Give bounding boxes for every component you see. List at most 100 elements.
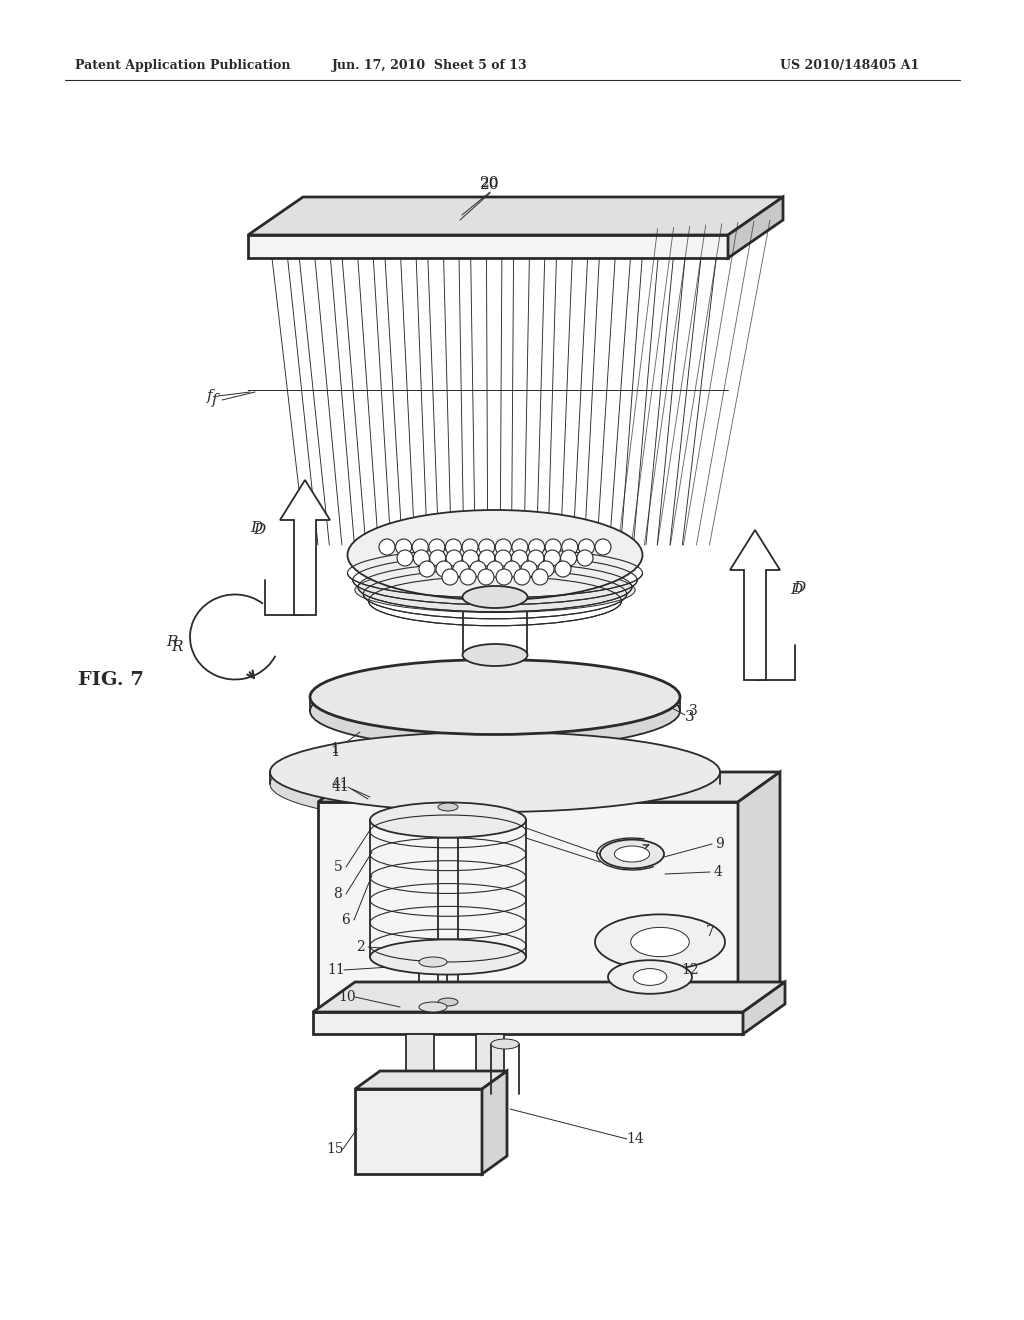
- Text: f: f: [208, 389, 213, 403]
- Ellipse shape: [270, 733, 720, 812]
- Text: 12: 12: [681, 964, 698, 977]
- Text: 10: 10: [338, 990, 355, 1005]
- Ellipse shape: [370, 803, 526, 838]
- Circle shape: [442, 569, 458, 585]
- Circle shape: [538, 561, 554, 577]
- Text: 20: 20: [480, 176, 500, 190]
- Circle shape: [504, 561, 520, 577]
- Polygon shape: [406, 1034, 434, 1089]
- Ellipse shape: [347, 510, 642, 601]
- Text: 7: 7: [706, 925, 715, 939]
- Circle shape: [478, 539, 495, 554]
- Ellipse shape: [490, 1039, 519, 1049]
- Ellipse shape: [608, 960, 692, 994]
- Ellipse shape: [310, 673, 680, 748]
- Polygon shape: [743, 982, 785, 1034]
- Text: 5: 5: [334, 861, 342, 874]
- Text: 1: 1: [330, 744, 340, 759]
- Polygon shape: [482, 1071, 507, 1173]
- Circle shape: [521, 561, 537, 577]
- FancyArrow shape: [730, 531, 780, 680]
- Text: 15: 15: [327, 1142, 344, 1156]
- Ellipse shape: [419, 1002, 447, 1012]
- Circle shape: [460, 569, 476, 585]
- Circle shape: [514, 569, 530, 585]
- Circle shape: [512, 550, 527, 566]
- Ellipse shape: [463, 586, 527, 609]
- Circle shape: [413, 539, 428, 554]
- Circle shape: [463, 550, 478, 566]
- Text: 4: 4: [714, 865, 723, 879]
- Text: 3: 3: [688, 704, 697, 718]
- Circle shape: [429, 539, 444, 554]
- Polygon shape: [313, 1012, 743, 1034]
- Circle shape: [496, 569, 512, 585]
- Ellipse shape: [633, 969, 667, 986]
- Circle shape: [579, 539, 594, 554]
- Circle shape: [512, 539, 528, 554]
- Ellipse shape: [438, 998, 458, 1006]
- Text: 8: 8: [334, 887, 342, 902]
- Ellipse shape: [419, 957, 447, 968]
- Polygon shape: [355, 1089, 482, 1173]
- Circle shape: [453, 561, 469, 577]
- Circle shape: [479, 550, 495, 566]
- Circle shape: [395, 539, 412, 554]
- Text: 20: 20: [480, 178, 500, 191]
- Circle shape: [414, 550, 429, 566]
- Polygon shape: [248, 197, 783, 235]
- Ellipse shape: [595, 915, 725, 970]
- Text: 3: 3: [685, 710, 695, 723]
- Circle shape: [595, 539, 611, 554]
- Text: D: D: [793, 581, 805, 595]
- Text: D: D: [253, 523, 265, 537]
- Text: 1: 1: [331, 742, 339, 756]
- Circle shape: [555, 561, 571, 577]
- Ellipse shape: [310, 660, 680, 734]
- Circle shape: [496, 539, 511, 554]
- Circle shape: [532, 569, 548, 585]
- Polygon shape: [248, 235, 728, 257]
- Polygon shape: [476, 1034, 504, 1089]
- Text: 2: 2: [355, 940, 365, 954]
- Text: FIG. 7: FIG. 7: [78, 671, 144, 689]
- Circle shape: [446, 550, 462, 566]
- Circle shape: [430, 550, 445, 566]
- Circle shape: [528, 539, 545, 554]
- Circle shape: [397, 550, 413, 566]
- Polygon shape: [318, 772, 780, 803]
- Text: 41: 41: [331, 777, 349, 791]
- Text: D: D: [790, 583, 802, 597]
- Text: R: R: [171, 640, 183, 653]
- Circle shape: [478, 569, 494, 585]
- Circle shape: [577, 550, 593, 566]
- Circle shape: [560, 550, 577, 566]
- Text: D: D: [250, 521, 262, 535]
- Circle shape: [462, 539, 478, 554]
- Polygon shape: [738, 772, 780, 1012]
- Ellipse shape: [270, 744, 720, 824]
- Circle shape: [445, 539, 462, 554]
- Text: 11: 11: [327, 964, 345, 977]
- Polygon shape: [318, 803, 738, 1012]
- Ellipse shape: [463, 644, 527, 667]
- Circle shape: [545, 550, 560, 566]
- Polygon shape: [355, 1071, 507, 1089]
- Text: 6: 6: [342, 913, 350, 927]
- Circle shape: [528, 550, 544, 566]
- Text: 14: 14: [626, 1133, 644, 1146]
- Text: f: f: [212, 393, 218, 407]
- Circle shape: [496, 550, 511, 566]
- FancyArrow shape: [280, 480, 330, 615]
- Circle shape: [379, 539, 395, 554]
- Ellipse shape: [614, 846, 649, 862]
- Ellipse shape: [600, 840, 664, 869]
- Ellipse shape: [355, 568, 635, 612]
- Text: 9: 9: [716, 837, 724, 851]
- Circle shape: [419, 561, 435, 577]
- Circle shape: [487, 561, 503, 577]
- Ellipse shape: [631, 928, 689, 957]
- Text: Jun. 17, 2010  Sheet 5 of 13: Jun. 17, 2010 Sheet 5 of 13: [332, 58, 527, 71]
- Text: Patent Application Publication: Patent Application Publication: [75, 58, 291, 71]
- Circle shape: [436, 561, 452, 577]
